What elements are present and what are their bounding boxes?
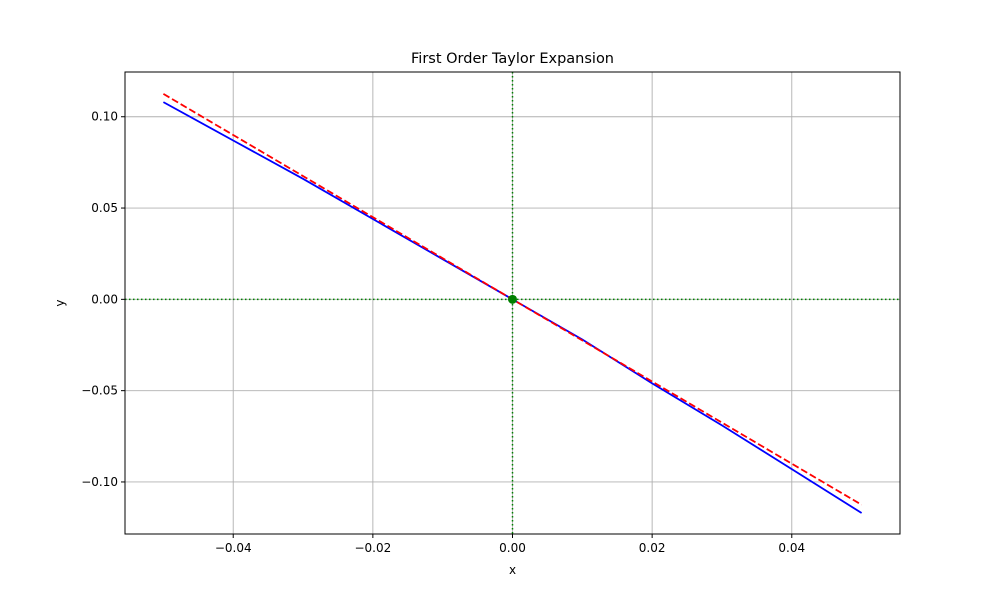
- x-tick-label: −0.02: [354, 541, 391, 555]
- axis-ticks: −0.04 −0.02 0.00 0.02 0.04 −0.10 −0.05 0.00 0.05…: [81, 110, 805, 555]
- y-tick-label: 0.00: [91, 292, 118, 306]
- x-tick-label: 0.04: [778, 541, 805, 555]
- x-tick-label: −0.04: [215, 541, 252, 555]
- x-axis-label: x: [509, 563, 516, 577]
- y-axis-label: y: [53, 299, 67, 306]
- x-tick-label: 0.02: [639, 541, 666, 555]
- markers: [508, 294, 517, 304]
- y-tick-label: 0.05: [91, 201, 118, 215]
- reference-lines: [125, 72, 900, 534]
- expansion-point-marker: [508, 294, 517, 304]
- chart-title: First Order Taylor Expansion: [411, 51, 614, 67]
- x-tick-label: 0.00: [499, 541, 526, 555]
- y-tick-label: −0.05: [81, 384, 118, 398]
- y-tick-label: 0.10: [91, 110, 118, 124]
- y-tick-label: −0.10: [81, 475, 118, 489]
